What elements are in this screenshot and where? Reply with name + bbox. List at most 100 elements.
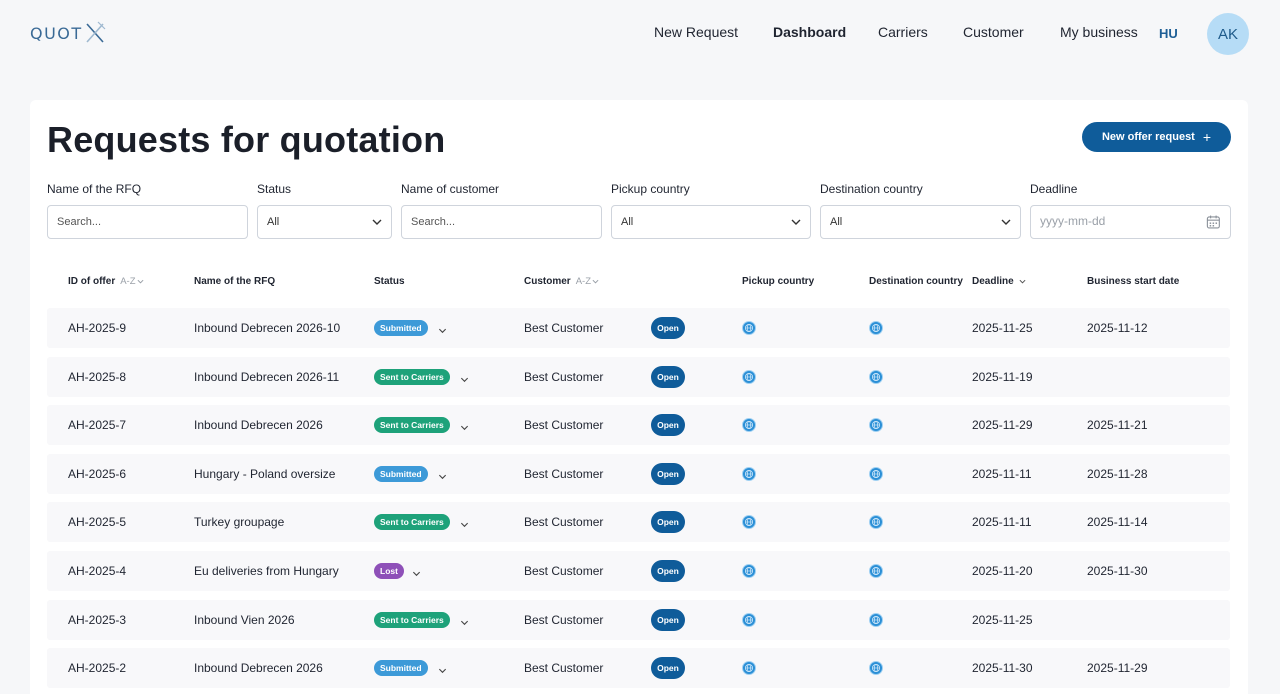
offer-id: AH-2025-2: [68, 661, 127, 676]
calendar-icon[interactable]: [1206, 214, 1221, 230]
destination-flag-icon: [869, 321, 883, 335]
status-badge: Sent to Carriers: [374, 514, 450, 531]
rfq-name[interactable]: Inbound Debrecen 2026-10: [194, 321, 341, 335]
nav-my-business[interactable]: My business: [1060, 24, 1138, 40]
nav-new-request[interactable]: New Request: [654, 24, 739, 40]
rfq-name[interactable]: Inbound Debrecen 2026-11: [194, 369, 340, 384]
status-chevron-down-icon[interactable]: [438, 322, 447, 334]
customer-name: Best Customer: [524, 564, 604, 578]
header-rfq-name: Name of the RFQ: [194, 276, 276, 287]
table-row[interactable]: AH-2025-6 Hungary - Poland oversize Submit…: [47, 453, 1230, 494]
open-badge: Open: [651, 560, 685, 582]
open-badge: Open: [651, 462, 685, 485]
nav-customer[interactable]: Customer: [963, 24, 1024, 40]
table-row[interactable]: AH-2025-9 Inbound Debrecen 2026-10 Submitt…: [47, 308, 1230, 348]
deadline-date: 2025-11-19: [972, 369, 1033, 384]
deadline-date-input[interactable]: [1040, 216, 1207, 228]
table-row[interactable]: AH-2025-4 Eu deliveries from Hungary Lost B…: [47, 551, 1230, 591]
customer-search-input[interactable]: [411, 216, 592, 228]
language-switch[interactable]: HU: [1159, 26, 1178, 41]
status-chevron-down-icon[interactable]: [460, 419, 469, 431]
status-chevron-down-icon[interactable]: [460, 614, 469, 625]
status-select-value: All: [267, 216, 280, 228]
pickup-flag-icon: [742, 564, 756, 578]
header-pickup: Pickup country: [742, 276, 815, 287]
destination-flag-icon: [869, 515, 883, 530]
status-badge: Sent to Carriers: [374, 417, 450, 434]
business-start-date: 2025-11-12: [1087, 321, 1148, 335]
header-deadline[interactable]: Deadline: [972, 276, 1026, 287]
new-offer-request-button[interactable]: New offer request +: [1082, 122, 1231, 152]
status-chevron-down-icon[interactable]: [438, 468, 447, 479]
status-chevron-down-icon[interactable]: [412, 565, 421, 577]
nav-carriers[interactable]: Carriers: [878, 24, 928, 40]
top-bar: QUOT New Request Dashboard Carriers Cust…: [0, 0, 1280, 66]
filter-rfq-name: [47, 205, 248, 239]
offer-id: AH-2025-4: [68, 564, 127, 578]
chevron-down-icon: [372, 219, 382, 225]
filter-deadline-label: Deadline: [1030, 182, 1078, 196]
open-badge: Open: [651, 365, 685, 388]
offer-id: AH-2025-7: [68, 418, 127, 433]
header-id[interactable]: ID of offer A-Z: [68, 276, 144, 287]
deadline-date: 2025-11-25: [972, 612, 1033, 627]
destination-flag-icon: [869, 369, 883, 384]
customer-name: Best Customer: [524, 321, 604, 335]
filter-customer: [401, 205, 602, 239]
nav-dashboard[interactable]: Dashboard: [773, 24, 847, 40]
logo[interactable]: QUOT: [30, 20, 106, 46]
open-badge: Open: [651, 317, 685, 339]
pickup-flag-icon: [742, 369, 756, 384]
status-chevron-down-icon[interactable]: [438, 662, 447, 674]
table-row[interactable]: AH-2025-3 Inbound Vien 2026 Sent to Carrie…: [47, 599, 1230, 640]
table-row[interactable]: AH-2025-2 Inbound Debrecen 2026 Submitted B…: [47, 648, 1230, 689]
status-chevron-down-icon[interactable]: [460, 371, 469, 382]
logo-text: QUOT: [30, 23, 83, 43]
rfq-name[interactable]: Inbound Debrecen 2026: [194, 418, 323, 433]
header-destination: Destination country: [869, 276, 963, 287]
status-badge: Submitted: [374, 320, 428, 336]
filter-deadline: [1030, 205, 1231, 239]
sort-chevron-icon: [137, 279, 144, 284]
offer-id: AH-2025-8: [68, 369, 127, 384]
business-start-date: 2025-11-21: [1087, 418, 1148, 433]
table-row[interactable]: AH-2025-5 Turkey groupage Sent to Carriers…: [47, 502, 1230, 543]
pickup-flag-icon: [742, 466, 756, 481]
filter-rfq-name-label: Name of the RFQ: [47, 182, 142, 196]
rfq-name[interactable]: Hungary - Poland oversize: [194, 466, 336, 481]
rfq-name[interactable]: Turkey groupage: [194, 515, 285, 530]
sort-chevron-icon: [592, 279, 599, 284]
chevron-down-icon: [791, 219, 801, 225]
destination-flag-icon: [869, 466, 883, 481]
pickup-flag-icon: [742, 321, 756, 335]
header-customer-label: Customer: [524, 276, 571, 287]
rfq-name-search-input[interactable]: [57, 216, 238, 228]
rfq-name[interactable]: Eu deliveries from Hungary: [194, 564, 339, 578]
table-row[interactable]: AH-2025-7 Inbound Debrecen 2026 Sent to Ca…: [47, 405, 1230, 446]
user-avatar[interactable]: AK: [1207, 13, 1249, 55]
pickup-flag-icon: [742, 418, 756, 433]
status-chevron-down-icon[interactable]: [460, 516, 469, 528]
deadline-date: 2025-11-11: [972, 515, 1032, 530]
offer-id: AH-2025-6: [68, 466, 127, 481]
status-badge: Submitted: [374, 660, 428, 677]
destination-flag-icon: [869, 612, 883, 627]
pickup-country-select[interactable]: All: [611, 205, 811, 239]
filter-destination-label: Destination country: [820, 182, 923, 196]
offer-id: AH-2025-9: [68, 321, 127, 335]
table-row[interactable]: AH-2025-8 Inbound Debrecen 2026-11 Sent to…: [47, 356, 1230, 397]
header-customer[interactable]: Customer A-Z: [524, 276, 599, 287]
business-start-date: 2025-11-29: [1087, 661, 1148, 676]
status-select[interactable]: All: [257, 205, 392, 239]
destination-country-select[interactable]: All: [820, 205, 1021, 239]
open-badge: Open: [651, 657, 685, 680]
pickup-select-value: All: [621, 216, 634, 228]
status-badge: Sent to Carriers: [374, 611, 450, 628]
rfq-name[interactable]: Inbound Debrecen 2026: [194, 661, 323, 676]
filter-pickup-label: Pickup country: [611, 182, 690, 196]
pickup-flag-icon: [742, 515, 756, 530]
status-badge: Submitted: [374, 465, 428, 482]
customer-name: Best Customer: [524, 418, 604, 433]
rfq-name[interactable]: Inbound Vien 2026: [194, 612, 295, 627]
header-id-label: ID of offer: [68, 276, 116, 287]
